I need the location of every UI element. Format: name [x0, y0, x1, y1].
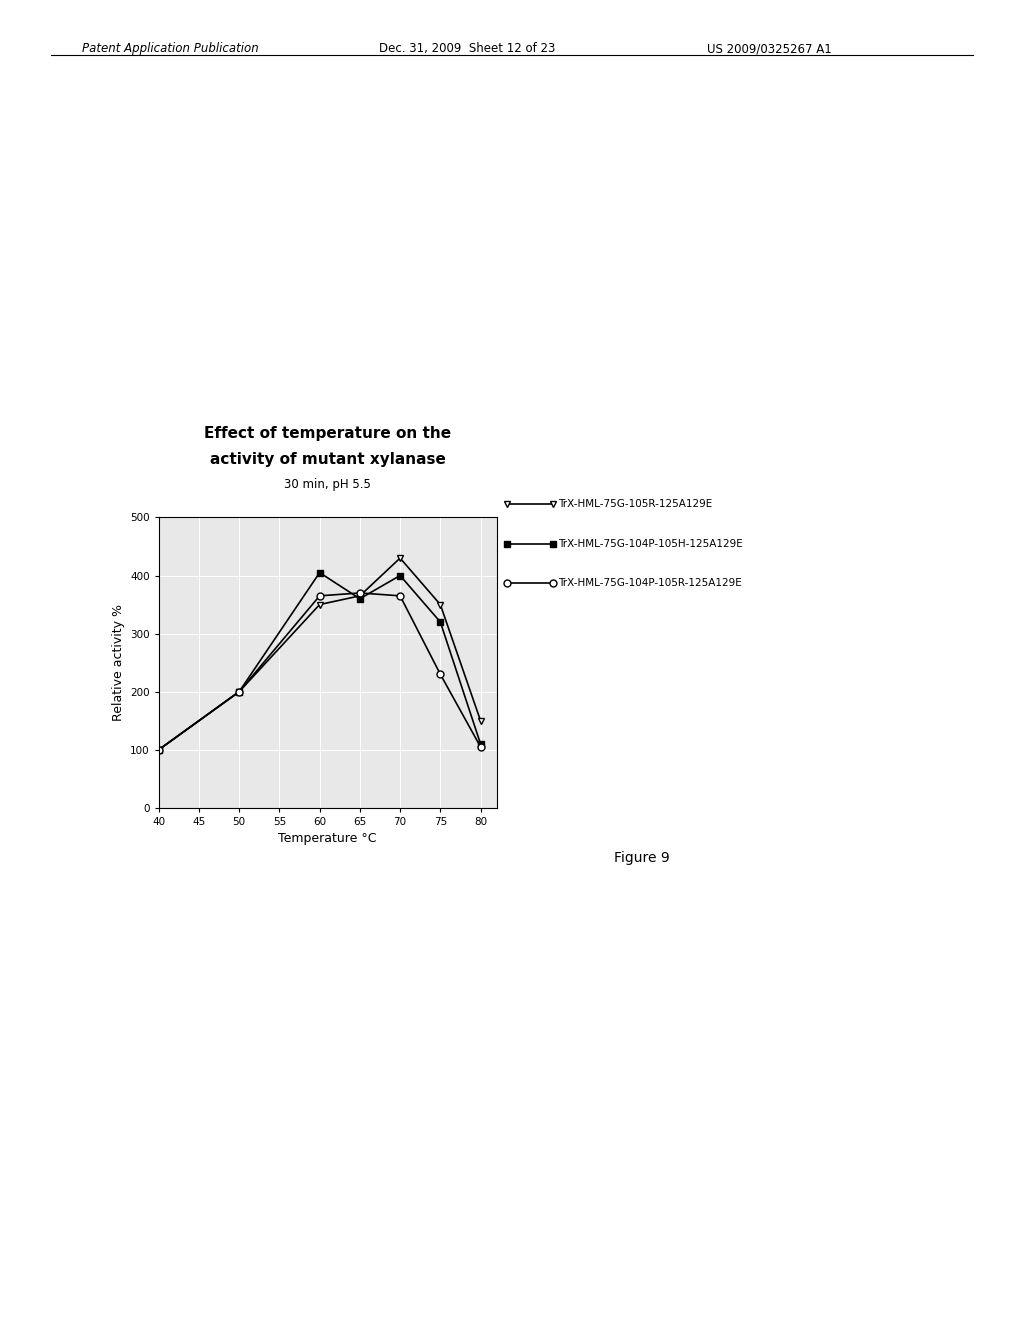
- Text: 30 min, pH 5.5: 30 min, pH 5.5: [285, 478, 371, 491]
- Text: Figure 9: Figure 9: [614, 850, 670, 865]
- X-axis label: Temperature °C: Temperature °C: [279, 833, 377, 845]
- Y-axis label: Relative activity %: Relative activity %: [112, 605, 125, 721]
- Text: activity of mutant xylanase: activity of mutant xylanase: [210, 453, 445, 467]
- Text: Effect of temperature on the: Effect of temperature on the: [204, 426, 452, 441]
- Text: TrX-HML-75G-105R-125A129E: TrX-HML-75G-105R-125A129E: [558, 499, 713, 510]
- Text: Dec. 31, 2009  Sheet 12 of 23: Dec. 31, 2009 Sheet 12 of 23: [379, 42, 555, 55]
- Text: US 2009/0325267 A1: US 2009/0325267 A1: [707, 42, 831, 55]
- Text: TrX-HML-75G-104P-105H-125A129E: TrX-HML-75G-104P-105H-125A129E: [558, 539, 742, 549]
- Text: Patent Application Publication: Patent Application Publication: [82, 42, 259, 55]
- Text: TrX-HML-75G-104P-105R-125A129E: TrX-HML-75G-104P-105R-125A129E: [558, 578, 741, 589]
